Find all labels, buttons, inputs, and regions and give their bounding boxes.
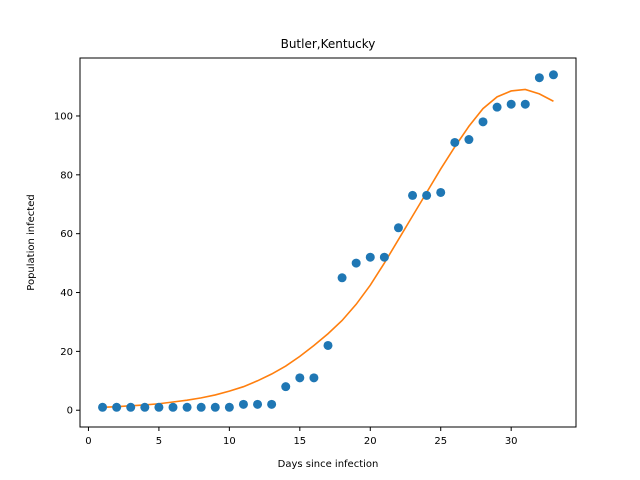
data-point — [379, 252, 389, 262]
plot-frame — [79, 57, 577, 428]
data-point — [281, 382, 291, 392]
data-point — [506, 99, 516, 109]
data-point — [464, 135, 474, 145]
data-point — [154, 402, 164, 412]
data-point — [196, 402, 206, 412]
y-tick-label: 20 — [60, 347, 73, 358]
x-tick-label: 30 — [505, 436, 518, 447]
data-point — [436, 187, 446, 197]
x-axis-label: Days since infection — [278, 459, 379, 470]
data-point — [337, 273, 347, 283]
chart-title: Butler,Kentucky — [281, 37, 376, 51]
data-point — [450, 137, 460, 147]
x-tick-label: 25 — [434, 436, 447, 447]
data-point — [520, 99, 530, 109]
y-tick-label: 0 — [67, 406, 73, 417]
data-point — [210, 402, 220, 412]
y-tick-label: 60 — [60, 229, 73, 240]
x-tick-label: 5 — [156, 436, 162, 447]
data-point — [492, 102, 502, 112]
x-tick-label: 10 — [223, 436, 236, 447]
data-point — [408, 190, 418, 200]
data-point — [478, 117, 488, 127]
data-point — [365, 252, 375, 262]
data-point — [253, 399, 263, 409]
data-point — [238, 399, 248, 409]
data-point — [98, 402, 108, 412]
data-point — [182, 402, 192, 412]
y-tick-label: 40 — [60, 288, 73, 299]
data-point — [422, 190, 432, 200]
data-point — [393, 223, 403, 233]
data-point — [534, 73, 544, 83]
data-point — [351, 258, 361, 268]
data-point — [267, 399, 277, 409]
y-axis-label: Population infected — [26, 194, 37, 290]
data-point — [140, 402, 150, 412]
data-point — [548, 70, 558, 80]
x-tick-label: 20 — [364, 436, 377, 447]
y-tick-label: 80 — [60, 170, 73, 181]
data-point — [323, 340, 333, 350]
x-tick-label: 15 — [293, 436, 306, 447]
y-tick-label: 100 — [54, 111, 73, 122]
x-tick-label: 0 — [85, 436, 91, 447]
data-point — [168, 402, 178, 412]
fit-line — [102, 88, 554, 409]
data-point — [295, 373, 305, 383]
data-point — [309, 373, 319, 383]
data-point — [112, 402, 122, 412]
data-point — [126, 402, 136, 412]
data-point — [224, 402, 234, 412]
